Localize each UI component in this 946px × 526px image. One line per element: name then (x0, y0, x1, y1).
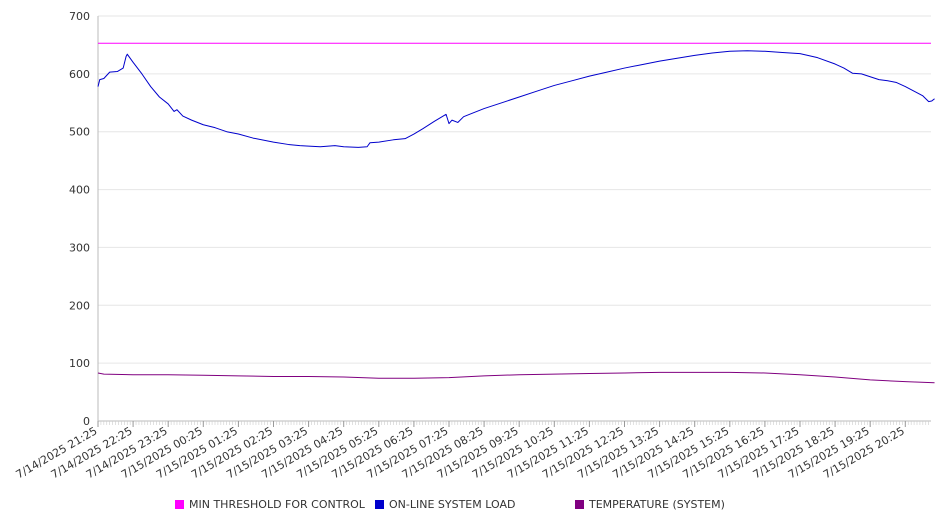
y-tick-label: 500 (69, 126, 90, 139)
legend-item-min-threshold: MIN THRESHOLD FOR CONTROL (175, 498, 365, 511)
y-tick-label: 200 (69, 299, 90, 312)
y-tick-label: 700 (69, 10, 90, 23)
legend-label-min-threshold: MIN THRESHOLD FOR CONTROL (189, 498, 365, 511)
y-tick-label: 300 (69, 241, 90, 254)
legend-swatch-system-load (375, 500, 384, 509)
legend-label-temperature: TEMPERATURE (SYSTEM) (589, 498, 725, 511)
y-tick-label: 400 (69, 184, 90, 197)
y-axis: 0 100 200 300 400 500 600 700 (69, 10, 99, 428)
legend-label-system-load: ON-LINE SYSTEM LOAD (389, 498, 516, 511)
series-line-system-load (97, 50, 935, 148)
grid-lines (98, 15, 931, 364)
legend-item-temperature: TEMPERATURE (SYSTEM) (575, 498, 725, 511)
legend: MIN THRESHOLD FOR CONTROL ON-LINE SYSTEM… (0, 498, 946, 514)
series-lines (97, 42, 935, 384)
legend-swatch-min-threshold (175, 500, 184, 509)
x-axis: 7/14/2025 21:257/14/2025 22:257/14/2025 … (14, 420, 931, 481)
legend-swatch-temperature (575, 500, 584, 509)
y-tick-label: 0 (83, 415, 90, 428)
legend-item-system-load: ON-LINE SYSTEM LOAD (375, 498, 515, 511)
series-line-temperature (97, 371, 935, 384)
y-tick-label: 600 (69, 68, 90, 81)
y-tick-label: 100 (69, 357, 90, 370)
